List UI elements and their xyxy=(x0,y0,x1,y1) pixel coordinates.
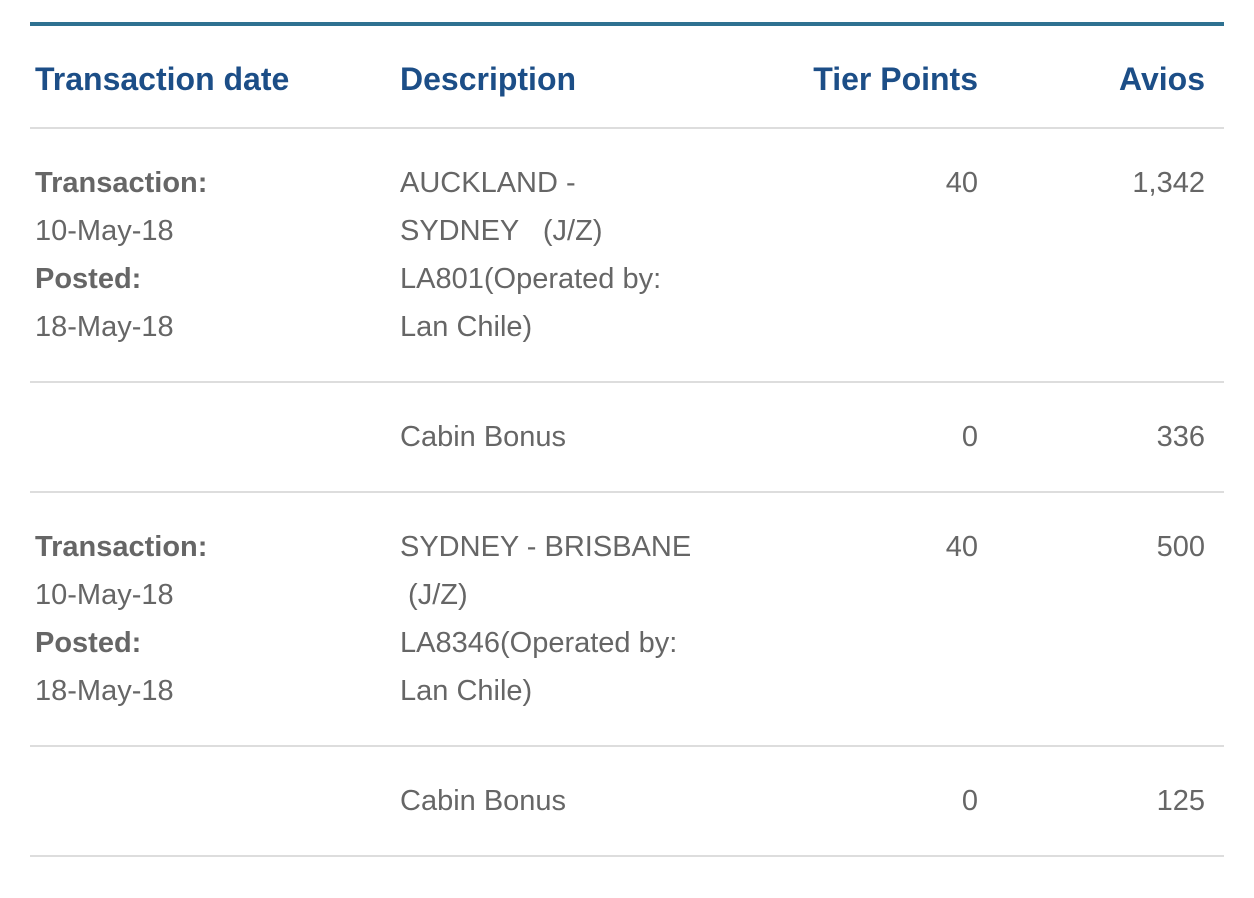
avios-value: 500 xyxy=(1156,531,1205,563)
description-line: SYDNEY - BRISBANE xyxy=(400,531,692,563)
description-line: Cabin Bonus xyxy=(400,421,567,453)
transaction-date: 10-May-18 xyxy=(35,215,174,247)
description-cell: AUCKLAND - SYDNEY (J/Z) LA801(Operated by:… xyxy=(396,128,788,382)
description-line: (J/Z) xyxy=(400,579,468,611)
transaction-label: Transaction: xyxy=(35,531,208,563)
description-line: LA801(Operated by: xyxy=(400,263,662,295)
description-line: LA8346(Operated by: xyxy=(400,627,678,659)
tier-points-value: 40 xyxy=(945,531,978,563)
transaction-date: 10-May-18 xyxy=(35,579,174,611)
description-line: Lan Chile) xyxy=(400,675,533,707)
table-row: Transaction: 10-May-18 Posted: 18-May-18 SYD… xyxy=(30,492,1224,746)
description-cell: Cabin Bonus xyxy=(396,746,788,856)
description-cell: Cabin Bonus xyxy=(396,382,788,492)
tier-points-value: 40 xyxy=(945,167,978,199)
avios-value: 1,342 xyxy=(1132,167,1205,199)
description-line: Cabin Bonus xyxy=(400,785,567,817)
posted-date: 18-May-18 xyxy=(35,311,174,343)
avios-value: 336 xyxy=(1156,421,1205,453)
tier-points-value: 0 xyxy=(961,785,978,817)
description-line: Lan Chile) xyxy=(400,311,533,343)
description-line: AUCKLAND - xyxy=(400,167,576,199)
tier-points-value: 0 xyxy=(961,421,978,453)
table-header: Transaction date Description Tier Points… xyxy=(30,24,1224,128)
posted-date: 18-May-18 xyxy=(35,675,174,707)
transaction-date-cell: Transaction: 10-May-18 Posted: 18-May-18 xyxy=(30,128,396,382)
table-row: Cabin Bonus 0 336 xyxy=(30,382,1224,492)
table-row: Transaction: 10-May-18 Posted: 18-May-18 AUC… xyxy=(30,128,1224,382)
transaction-label: Transaction: xyxy=(35,167,208,199)
description-cell: SYDNEY - BRISBANE (J/Z) LA8346(Operated b… xyxy=(396,492,788,746)
transaction-date-cell: Transaction: 10-May-18 Posted: 18-May-18 xyxy=(30,492,396,746)
transaction-date-cell xyxy=(30,382,396,492)
transactions-table: Transaction date Description Tier Points… xyxy=(30,22,1224,857)
header-transaction-date: Transaction date xyxy=(35,61,290,97)
transaction-date-cell xyxy=(30,746,396,856)
posted-label: Posted: xyxy=(35,263,142,295)
header-avios: Avios xyxy=(1119,61,1205,97)
avios-value: 125 xyxy=(1156,785,1205,817)
header-row: Transaction date Description Tier Points… xyxy=(30,24,1224,128)
header-tier-points: Tier Points xyxy=(813,61,978,97)
description-line: SYDNEY (J/Z) xyxy=(400,215,603,247)
header-description: Description xyxy=(400,61,577,97)
posted-label: Posted: xyxy=(35,627,142,659)
table-row: Cabin Bonus 0 125 xyxy=(30,746,1224,856)
transactions-body: Transaction: 10-May-18 Posted: 18-May-18 AUC… xyxy=(30,128,1224,856)
